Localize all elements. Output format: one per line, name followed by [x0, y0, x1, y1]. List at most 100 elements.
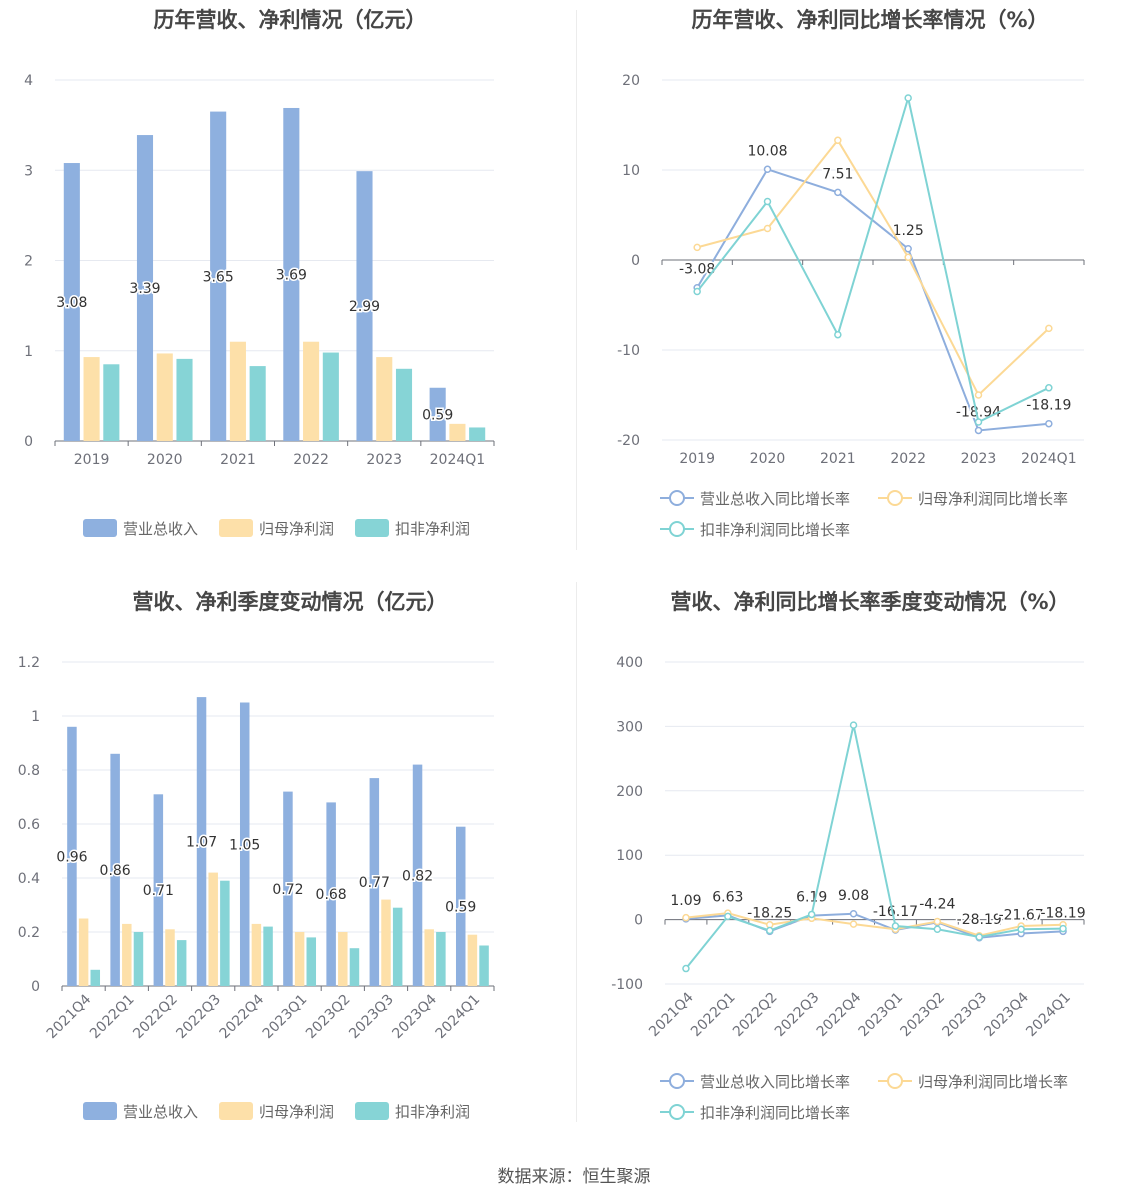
bar [381, 899, 391, 986]
bar [251, 923, 262, 986]
data-point [849, 910, 858, 918]
x-tick-label: 2023Q1 [856, 990, 907, 1041]
y-tick-label: 0 [631, 253, 640, 269]
bar [349, 948, 360, 986]
bar [176, 358, 193, 441]
data-point [904, 253, 912, 262]
y-tick-label: 400 [616, 655, 643, 671]
annual-growth-rate-plot: -20 -10 0 10 20 2019 2020 2021 2022 2023 2024Q1 -3.… [617, 73, 1085, 539]
legend-label: 营业总收入 [123, 520, 198, 538]
series-line [685, 912, 1064, 937]
data-point [763, 224, 772, 233]
bar [176, 940, 187, 986]
x-tick-label: 2021Q4 [646, 989, 697, 1040]
data-point [1017, 925, 1025, 934]
bar [110, 753, 120, 986]
series-line [696, 97, 1050, 424]
bar [156, 353, 173, 441]
data-point [933, 917, 942, 926]
x-tick-label: 2019 [679, 451, 715, 467]
data-label: -28.19 [957, 912, 1002, 928]
x-tick-label: 2022Q4 [814, 989, 865, 1040]
bar [436, 932, 446, 986]
data-source-note: 数据来源：恒生聚源 [497, 1167, 651, 1187]
y-tick-label: 0.2 [18, 925, 40, 941]
x-tick-label: 2019 [74, 452, 110, 468]
bar [249, 366, 266, 441]
bar [210, 111, 227, 442]
data-label: 0.82 [402, 868, 433, 884]
data-point [904, 245, 912, 253]
bar [469, 427, 486, 441]
data-point [834, 330, 842, 339]
x-tick-label: 2022Q3 [173, 992, 224, 1043]
panel-divider [576, 582, 577, 1122]
series-line [696, 168, 1049, 432]
bar [78, 918, 89, 986]
bar [133, 932, 144, 986]
legend-label: 归母净利润 [259, 520, 334, 538]
chart-title: 历年营收、净利情况（亿元） [153, 8, 427, 32]
x-tick-label: 2023 [366, 452, 402, 468]
quarterly-growth-rate-chart: 营收、净利同比增长率季度变动情况（%） -100 0 100 200 300 400 202… [590, 582, 1148, 1142]
y-tick-label: 10 [622, 163, 640, 179]
data-label: -18.19 [1040, 905, 1085, 921]
y-tick-label: -20 [617, 433, 640, 449]
y-tick-label: 0.4 [18, 871, 40, 887]
bar [338, 932, 348, 986]
legend-label: 扣非净利润同比增长率 [700, 1104, 850, 1122]
bar [263, 926, 273, 986]
bar [136, 135, 154, 442]
chart-title: 历年营收、净利同比增长率情况（%） [691, 8, 1049, 32]
x-tick-label: 2023Q1 [260, 992, 311, 1043]
bar [303, 341, 320, 441]
legend-swatch [219, 519, 253, 537]
data-label: 10.08 [747, 143, 787, 159]
bar [395, 368, 413, 441]
x-tick-label: 2024Q1 [430, 452, 486, 468]
legend-swatch [219, 1102, 253, 1120]
legend-marker [669, 490, 685, 506]
legend-marker [887, 490, 903, 506]
data-point [834, 136, 842, 145]
annual-growth-rate-chart: 历年营收、净利同比增长率情况（%） -20 -10 0 10 20 2019 2020 202… [590, 0, 1148, 560]
bar [208, 872, 218, 986]
data-label: 6.63 [712, 889, 743, 905]
x-tick-label: 2022Q4 [217, 991, 268, 1042]
data-label: -18.25 [747, 905, 792, 921]
bar [356, 171, 373, 441]
data-label: 1.05 [229, 837, 260, 853]
x-tick-label: 2023Q2 [303, 992, 354, 1043]
x-tick-label: 2022Q2 [730, 990, 781, 1041]
x-tick-label: 2024Q1 [1021, 451, 1077, 467]
x-tick-label: 2020 [750, 451, 786, 467]
data-point [849, 721, 858, 729]
bar [283, 107, 300, 441]
legend-label: 扣非净利润 [395, 1103, 470, 1121]
data-point [763, 197, 772, 206]
x-tick-label: 2023Q4 [981, 989, 1032, 1040]
annual-revenue-profit-plot: 0 1 2 3 4 2019 2020 2021 2022 2023 2024Q1 3.08 3.39 3… [24, 73, 495, 538]
x-tick-label: 2021 [220, 452, 256, 468]
data-point [693, 287, 701, 296]
bar [63, 163, 80, 441]
annual-revenue-profit-chart: 历年营收、净利情况（亿元） 0 1 2 3 4 2019 2020 2021 2022 2023 2… [10, 0, 570, 560]
legend-swatch [355, 1102, 389, 1120]
bar [294, 932, 305, 986]
data-point [974, 391, 983, 399]
y-tick-label: 4 [24, 73, 33, 89]
bar [83, 357, 100, 441]
data-label: 0.71 [143, 883, 174, 899]
bar [67, 726, 77, 986]
legend-swatch [83, 519, 117, 537]
data-label: 9.08 [838, 888, 869, 904]
data-label: 6.19 [796, 890, 827, 906]
legend-swatch [83, 1102, 117, 1120]
data-label: 0.77 [359, 875, 390, 891]
data-point [766, 926, 774, 935]
data-point [807, 910, 816, 919]
bar [392, 907, 403, 986]
data-label: 1.09 [670, 893, 701, 909]
legend-marker [669, 1104, 685, 1120]
series-line [685, 724, 1064, 970]
